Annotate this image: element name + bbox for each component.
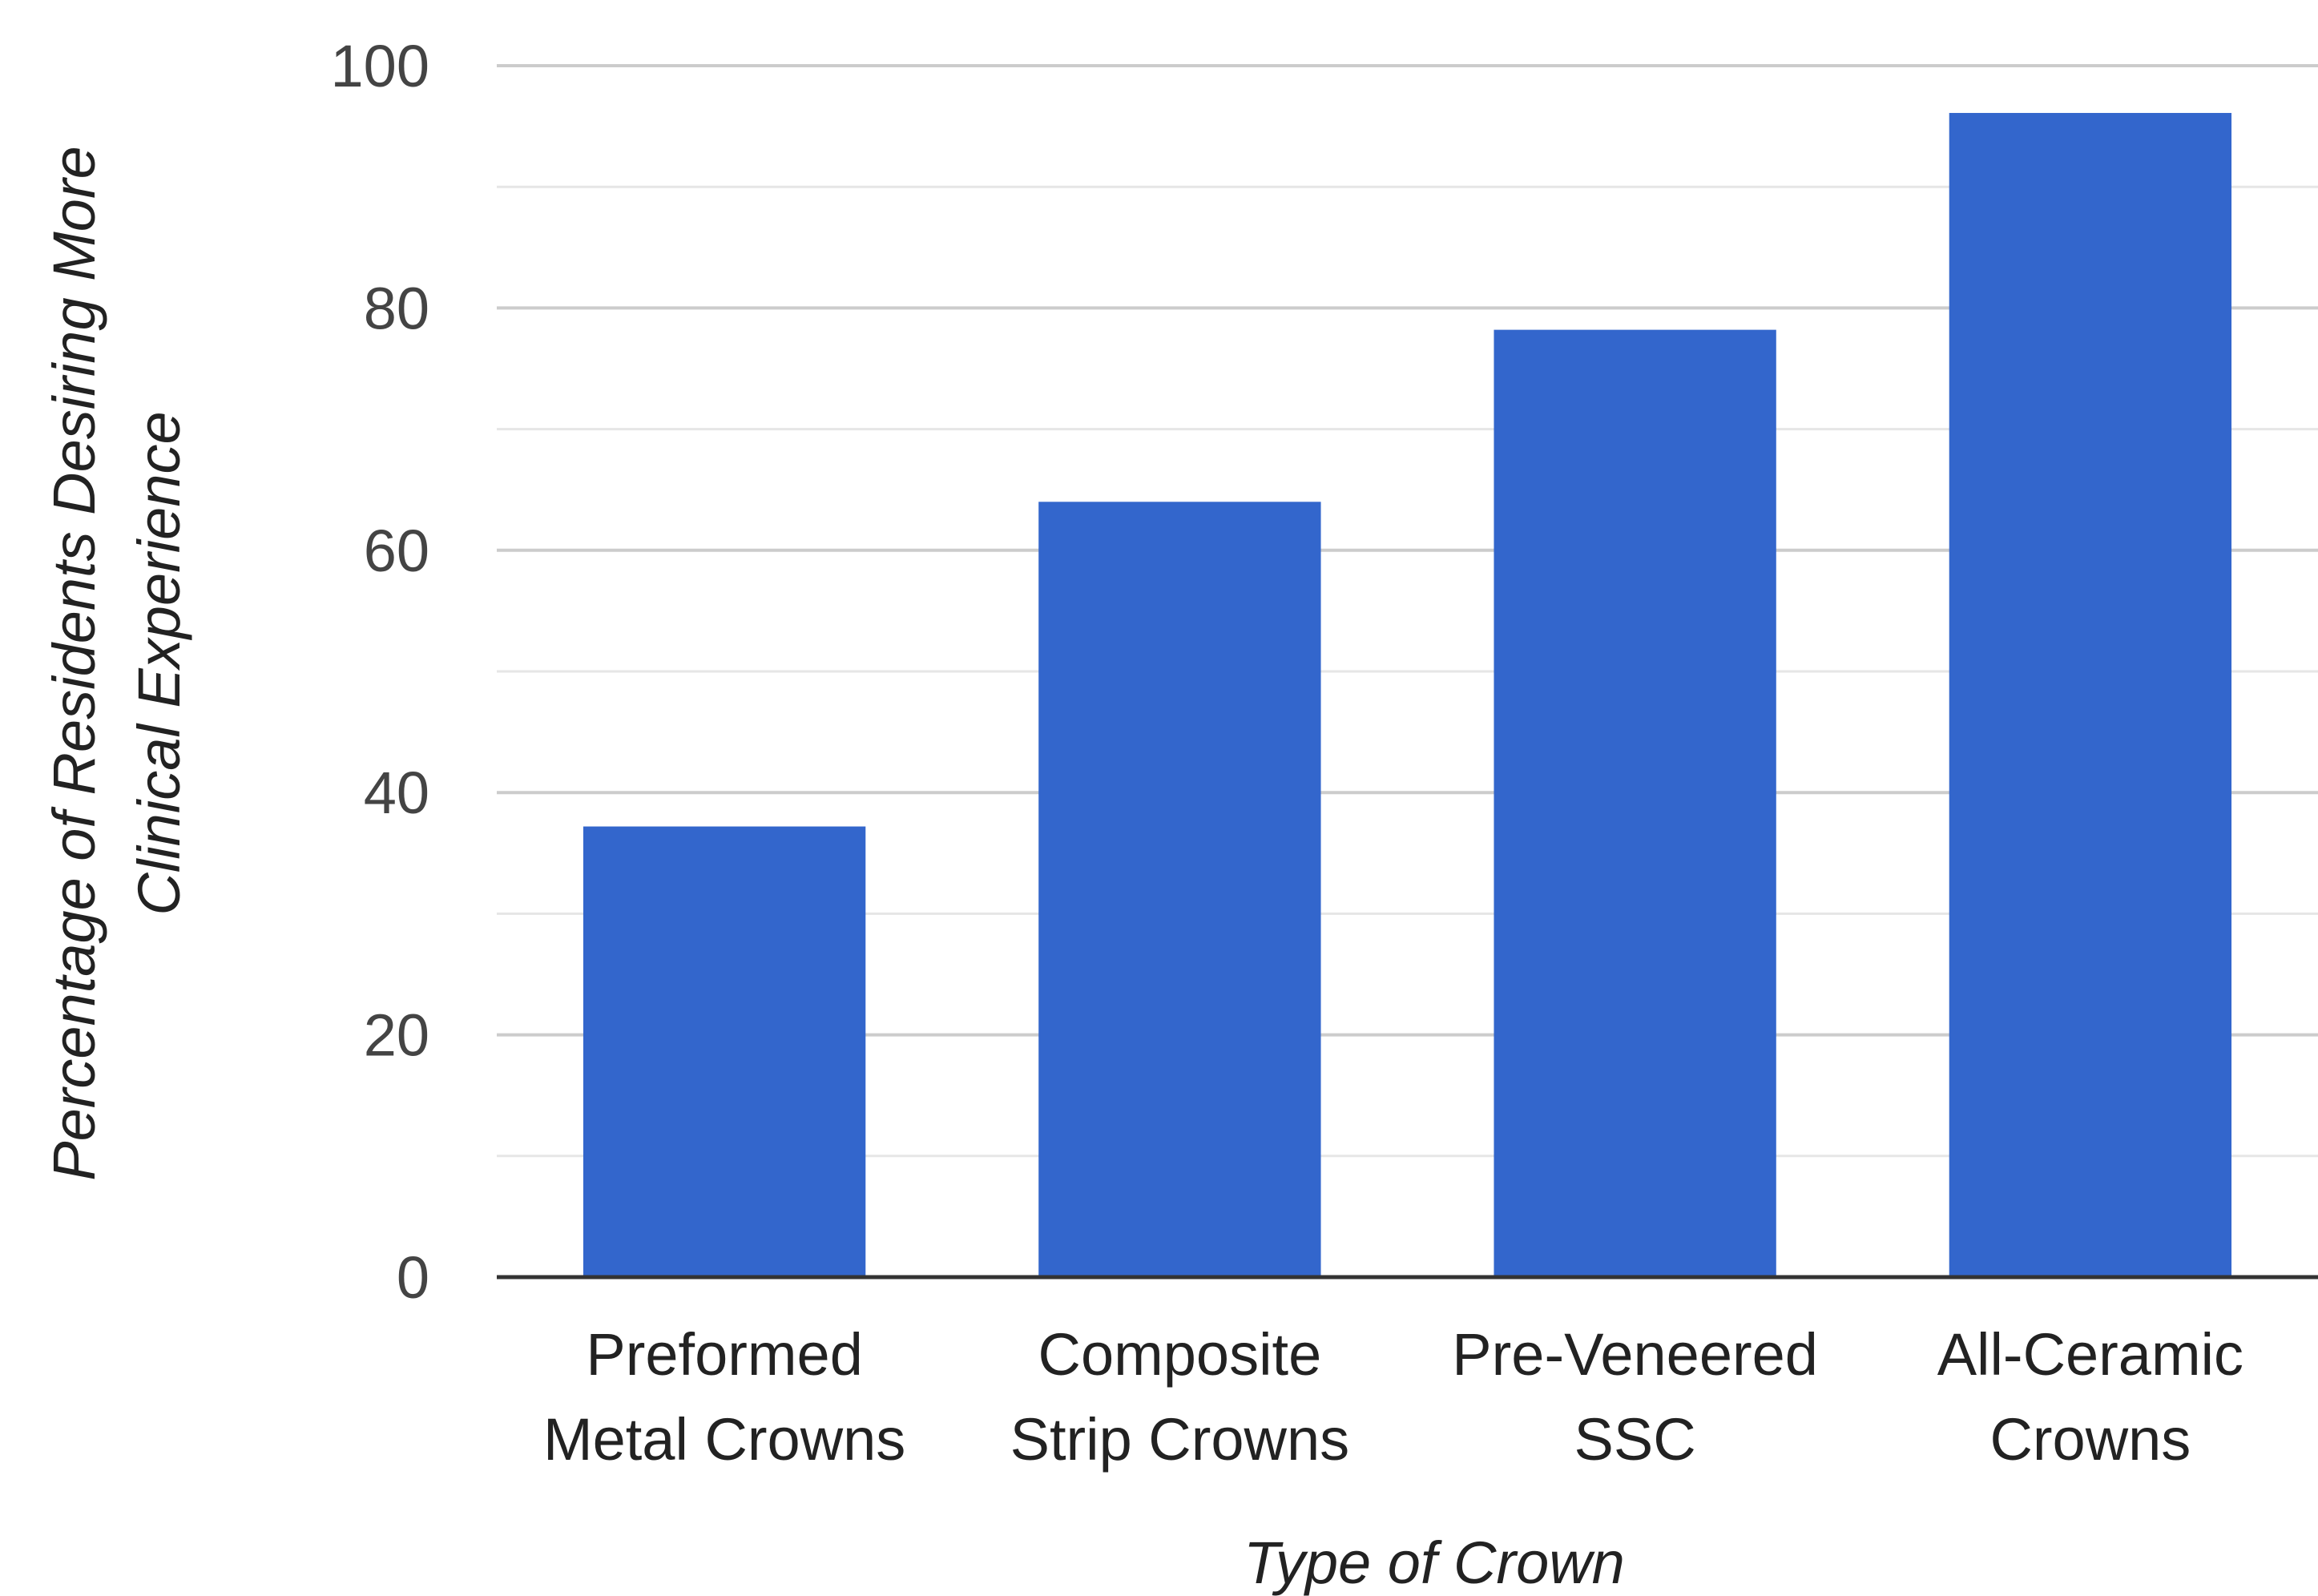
- x-tick-label-line: SSC: [1574, 1406, 1696, 1473]
- y-tick-label: 100: [331, 33, 429, 99]
- x-tick-label-line: Preformed: [586, 1321, 862, 1388]
- x-tick-label-line: Strip Crowns: [1010, 1406, 1350, 1473]
- labels: 0 20 40 60 80 100 Preformed Metal Crowns Composi…: [41, 33, 2243, 1596]
- y-axis-title: Percentage of Residents Desiring More Cli…: [41, 146, 192, 1181]
- y-tick-label: 0: [397, 1244, 429, 1311]
- x-tick-label: All-Ceramic Crowns: [1937, 1321, 2243, 1473]
- x-tick-label: Preformed Metal Crowns: [543, 1321, 905, 1473]
- x-tick-label-line: All-Ceramic: [1937, 1321, 2243, 1388]
- x-tick-label-line: Composite: [1038, 1321, 1322, 1388]
- y-tick-label: 20: [364, 1002, 429, 1069]
- y-axis-title-line: Percentage of Residents Desiring More: [41, 146, 107, 1181]
- x-tick-label-line: Crowns: [1989, 1406, 2191, 1473]
- y-axis-title-line: Clinical Experience: [126, 411, 192, 915]
- bars: [583, 112, 2232, 1278]
- y-tick-label: 60: [364, 518, 429, 584]
- x-tick-label: Pre-Veneered SSC: [1452, 1321, 1818, 1473]
- y-tick-label: 40: [364, 760, 429, 826]
- y-tick-label: 80: [364, 275, 429, 341]
- bar: [1038, 502, 1321, 1277]
- bar: [583, 826, 866, 1277]
- bar: [1494, 329, 1776, 1278]
- x-tick-label: Composite Strip Crowns: [1010, 1321, 1350, 1473]
- bar: [1949, 112, 2232, 1277]
- x-axis-title: Type of Crown: [1244, 1530, 1625, 1596]
- x-tick-label-line: Metal Crowns: [543, 1406, 905, 1473]
- x-tick-label-line: Pre-Veneered: [1452, 1321, 1818, 1388]
